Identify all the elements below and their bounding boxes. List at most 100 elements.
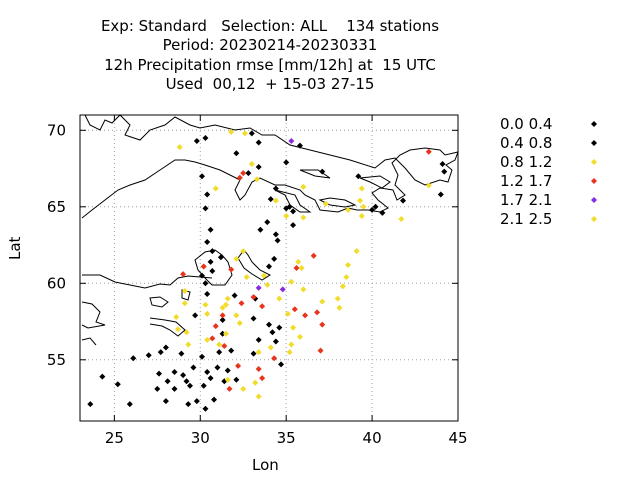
data-point bbox=[441, 168, 448, 175]
data-point bbox=[250, 315, 257, 322]
data-point bbox=[217, 254, 224, 261]
data-point bbox=[176, 144, 183, 151]
data-point bbox=[202, 205, 209, 212]
x-axis-label: Lon bbox=[252, 456, 279, 474]
data-point bbox=[279, 286, 286, 293]
data-point bbox=[250, 294, 257, 301]
data-point bbox=[183, 378, 190, 385]
data-point bbox=[198, 173, 205, 180]
data-point bbox=[224, 367, 231, 374]
data-point bbox=[322, 200, 329, 207]
data-point bbox=[439, 160, 446, 167]
data-point bbox=[372, 203, 379, 210]
data-point bbox=[181, 300, 188, 307]
y-tick-label: 65 bbox=[47, 198, 66, 216]
grid bbox=[80, 115, 458, 421]
data-point bbox=[126, 401, 133, 408]
data-point bbox=[272, 338, 279, 345]
data-point bbox=[314, 309, 321, 316]
data-point bbox=[171, 369, 178, 376]
data-point bbox=[248, 160, 255, 167]
data-point bbox=[228, 266, 235, 273]
legend-entry-label: 1.7 2.1 bbox=[500, 191, 552, 209]
data-point bbox=[286, 349, 293, 356]
data-point bbox=[272, 185, 279, 192]
data-point bbox=[162, 398, 169, 405]
legend-entry-marker bbox=[591, 121, 597, 127]
data-point bbox=[357, 197, 364, 204]
data-point bbox=[360, 203, 367, 210]
chart-title-line-3: 12h Precipitation rmse [mm/12h] at 15 UT… bbox=[104, 56, 436, 74]
data-point bbox=[276, 295, 283, 302]
data-point bbox=[250, 350, 257, 357]
x-tick-label: 40 bbox=[363, 429, 382, 447]
data-point bbox=[300, 286, 307, 293]
data-point bbox=[154, 385, 161, 392]
chart-title-line-4: Used 00,12 + 15-03 27-15 bbox=[165, 75, 375, 93]
data-point bbox=[219, 330, 226, 337]
data-point bbox=[358, 185, 365, 192]
data-point bbox=[300, 214, 307, 221]
data-point bbox=[278, 361, 285, 368]
data-point bbox=[259, 375, 266, 382]
data-point bbox=[276, 324, 283, 331]
data-point bbox=[353, 248, 360, 255]
y-tick-label: 70 bbox=[47, 121, 66, 139]
data-point bbox=[202, 280, 209, 287]
data-point bbox=[302, 312, 309, 319]
legend: 0.0 0.40.4 0.80.8 1.21.2 1.71.7 2.12.1 2… bbox=[500, 115, 597, 228]
data-point bbox=[235, 362, 242, 369]
data-point bbox=[255, 164, 262, 171]
data-point bbox=[319, 168, 326, 175]
legend-entry-marker bbox=[591, 159, 597, 165]
data-point bbox=[180, 372, 187, 379]
data-point bbox=[198, 272, 205, 279]
data-point bbox=[228, 128, 235, 135]
data-point bbox=[185, 341, 192, 348]
data-point bbox=[209, 268, 216, 275]
legend-entry-marker bbox=[591, 197, 597, 203]
data-point bbox=[240, 385, 247, 392]
data-point bbox=[425, 182, 432, 189]
data-point bbox=[212, 185, 219, 192]
data-point bbox=[283, 159, 290, 166]
legend-entry-label: 0.4 0.8 bbox=[500, 134, 552, 152]
data-point bbox=[209, 248, 216, 255]
data-point bbox=[241, 130, 248, 137]
data-point bbox=[345, 261, 352, 268]
data-point bbox=[186, 382, 193, 389]
data-point bbox=[296, 333, 303, 340]
data-point bbox=[288, 341, 295, 348]
data-point bbox=[198, 353, 205, 360]
data-point bbox=[343, 274, 350, 281]
data-point bbox=[295, 258, 302, 265]
data-point bbox=[99, 373, 106, 380]
data-point bbox=[238, 300, 245, 307]
data-point bbox=[209, 335, 216, 342]
data-point bbox=[221, 343, 228, 350]
data-point bbox=[192, 312, 199, 319]
data-point bbox=[219, 317, 226, 324]
data-point bbox=[156, 370, 163, 377]
data-point bbox=[204, 336, 211, 343]
data-point bbox=[204, 238, 211, 245]
chart-title-line-2: Period: 20230214-20230331 bbox=[162, 36, 378, 54]
data-point bbox=[174, 326, 181, 333]
y-tick-label: 55 bbox=[47, 351, 66, 369]
legend-entry-label: 1.2 1.7 bbox=[500, 172, 552, 190]
data-point bbox=[255, 139, 262, 146]
data-point bbox=[233, 376, 240, 383]
data-point bbox=[271, 355, 278, 362]
data-point bbox=[214, 364, 221, 371]
data-point bbox=[178, 350, 185, 357]
data-point bbox=[290, 324, 297, 331]
chart-title-line-1: Exp: Standard Selection: ALL 134 station… bbox=[100, 17, 440, 35]
data-point bbox=[211, 396, 218, 403]
data-point bbox=[130, 355, 137, 362]
legend-entry-marker bbox=[591, 178, 597, 184]
data-point bbox=[369, 206, 376, 213]
data-point bbox=[236, 320, 243, 327]
data-point bbox=[255, 393, 262, 400]
data-point bbox=[180, 271, 187, 278]
data-point bbox=[202, 301, 209, 308]
